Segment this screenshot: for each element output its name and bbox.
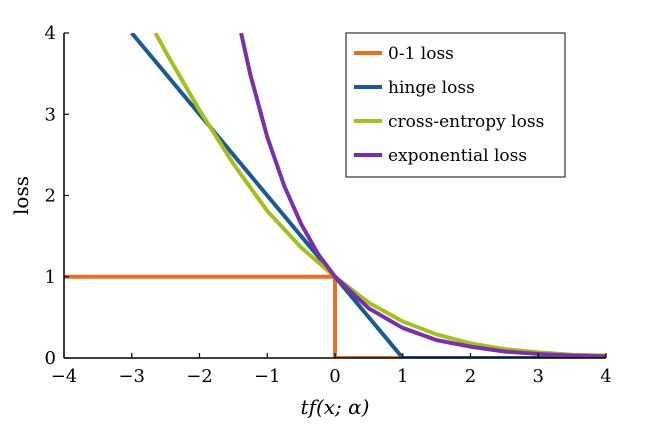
x-tick-label: 3 <box>533 366 544 387</box>
legend-label-0: 0-1 loss <box>388 44 454 64</box>
x-tick-label: 1 <box>397 366 408 387</box>
x-tick-label: 4 <box>600 366 611 387</box>
ticks-layer: −4 −3 −2 −1 0 1 2 3 4 0 1 2 3 4 <box>45 23 612 387</box>
x-tick-label: −1 <box>254 366 281 387</box>
legend: 0-1 loss hinge loss cross-entropy loss expo… <box>345 32 566 178</box>
series-line-0 <box>64 274 403 358</box>
x-tick-label: −2 <box>186 366 213 387</box>
x-tick-label: 2 <box>465 366 476 387</box>
y-axis-label: loss <box>9 176 33 215</box>
legend-label-1: hinge loss <box>388 78 475 98</box>
x-tick-label: −3 <box>118 366 145 387</box>
y-tick-label: 4 <box>45 23 56 44</box>
x-tick-label: 0 <box>329 366 340 387</box>
x-tick-label: −4 <box>51 366 78 387</box>
series-layer <box>64 33 606 358</box>
legend-label-2: cross-entropy loss <box>388 112 544 132</box>
y-tick-label: 2 <box>45 186 56 207</box>
x-axis-label: tf(x; α) <box>301 395 370 419</box>
series-line-3 <box>239 33 606 358</box>
y-tick-label: 0 <box>45 348 56 369</box>
y-tick-label: 3 <box>45 104 56 125</box>
legend-label-3: exponential loss <box>388 146 527 166</box>
y-tick-label: 1 <box>45 267 56 288</box>
legend-box <box>345 32 566 178</box>
